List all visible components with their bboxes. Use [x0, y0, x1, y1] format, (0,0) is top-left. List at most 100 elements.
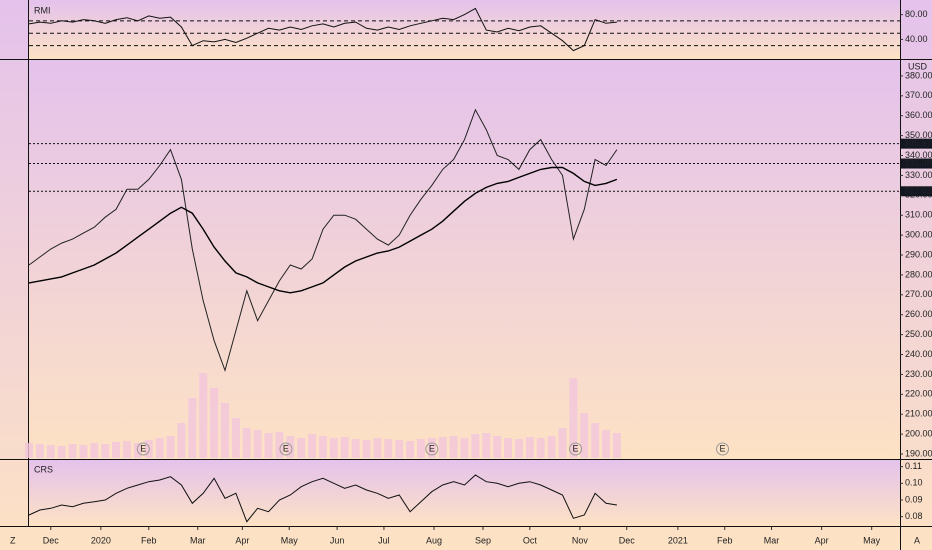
volume-bar — [536, 438, 545, 458]
series-line — [28, 166, 618, 294]
volume-bar — [591, 423, 600, 458]
volume-bar — [101, 444, 110, 458]
volume-bar — [90, 443, 99, 458]
level-tag — [901, 158, 932, 169]
volume-bar — [569, 378, 578, 458]
volume-bar — [79, 445, 88, 458]
volume-bar — [547, 436, 556, 458]
volume-bar — [373, 438, 382, 458]
volume-bar — [329, 438, 338, 458]
y-tick-label: 250.00 — [905, 329, 932, 339]
volume-bar — [220, 403, 229, 458]
panel-title: CRS — [34, 464, 53, 474]
x-tick-label: Mar — [764, 535, 780, 545]
x-tick-label: Mar — [190, 535, 206, 545]
volume-bar — [427, 438, 436, 458]
panel-title: RMI — [34, 5, 51, 15]
y-tick-label: 0.08 — [905, 511, 923, 521]
crs-panel — [28, 460, 900, 526]
earnings-marker — [425, 442, 439, 456]
volume-bar — [558, 428, 567, 458]
volume-bar — [112, 442, 121, 458]
volume-bar — [35, 444, 44, 458]
volume-bar — [438, 437, 447, 458]
x-tick-label: Nov — [572, 535, 589, 545]
volume-bar — [525, 437, 534, 458]
y-tick-label: 80.00 — [905, 9, 928, 19]
volume-bar — [144, 440, 153, 458]
x-tick-label: Apr — [235, 535, 249, 545]
footer-right[interactable]: A — [914, 535, 920, 545]
x-tick-label: Oct — [523, 535, 538, 545]
level-tag-label: 335.98 — [904, 158, 932, 168]
volume-bar — [406, 441, 415, 458]
volume-bar — [57, 446, 66, 458]
volume-bar — [46, 445, 55, 458]
y-tick-label: 380.00 — [905, 70, 932, 80]
y-tick-label: 210.00 — [905, 409, 932, 419]
x-tick-label: Feb — [141, 535, 157, 545]
volume-bar — [25, 443, 33, 458]
volume-bar — [242, 428, 251, 458]
y-tick-label: 0.09 — [905, 494, 923, 504]
y-tick-label: 290.00 — [905, 249, 932, 259]
x-tick-label: Dec — [43, 535, 60, 545]
y-tick-label: 240.00 — [905, 349, 932, 359]
volume-bar — [482, 433, 491, 458]
x-tick-label: Jun — [330, 535, 345, 545]
footer-left[interactable]: Z — [10, 535, 16, 545]
rmi-panel — [28, 1, 900, 59]
earnings-marker — [279, 442, 293, 456]
volume-bar — [122, 441, 131, 458]
series-line — [28, 108, 618, 373]
y-tick-label: 200.00 — [905, 428, 932, 438]
volume-bar — [210, 388, 219, 458]
volume-bar — [275, 432, 284, 458]
volume-bar — [68, 444, 77, 458]
y-tick-label: 40.00 — [905, 34, 928, 44]
y-tick-label: 0.11 — [905, 461, 922, 471]
volume-bar — [253, 430, 262, 458]
x-tick-label: Feb — [717, 535, 733, 545]
y-tick-label: 360.00 — [905, 110, 932, 120]
y-tick-label: 270.00 — [905, 289, 932, 299]
volume-bar — [362, 440, 371, 458]
price-panel — [28, 60, 900, 459]
x-tick-label: Apr — [815, 535, 829, 545]
volume-bar — [580, 413, 589, 458]
earnings-label: E — [720, 443, 726, 453]
volume-bar — [602, 430, 611, 458]
volume-bar — [460, 438, 469, 458]
earnings-label: E — [140, 443, 146, 453]
volume-bar — [297, 438, 306, 458]
volume-bar — [504, 438, 513, 458]
volume-bar — [166, 436, 175, 458]
volume-bar — [188, 398, 197, 458]
volume-bar — [264, 433, 273, 458]
earnings-label: E — [283, 443, 289, 453]
series-line — [28, 7, 617, 52]
volume-bar — [308, 434, 317, 458]
volume-bar — [318, 436, 327, 458]
y-tick-label: 190.00 — [905, 448, 932, 458]
volume-bar — [416, 439, 425, 458]
volume-bar — [177, 423, 186, 458]
volume-bar — [471, 434, 480, 458]
volume-bar — [340, 437, 349, 458]
volume-bar — [612, 433, 621, 458]
level-tag — [901, 138, 932, 149]
y-tick-label: 330.00 — [905, 170, 932, 180]
level-tag — [901, 186, 932, 197]
earnings-marker — [569, 442, 583, 456]
y-tick-label: 340.00 — [905, 150, 932, 160]
y-tick-label: 350.00 — [905, 130, 932, 140]
x-tick-label: Aug — [426, 535, 442, 545]
volume-bar — [155, 438, 164, 458]
volume-bar — [286, 436, 295, 458]
earnings-marker — [716, 442, 730, 456]
y-tick-label: 300.00 — [905, 229, 932, 239]
axis-unit: USD — [908, 61, 928, 71]
volume-bar — [395, 440, 404, 458]
volume-bar — [199, 373, 208, 458]
